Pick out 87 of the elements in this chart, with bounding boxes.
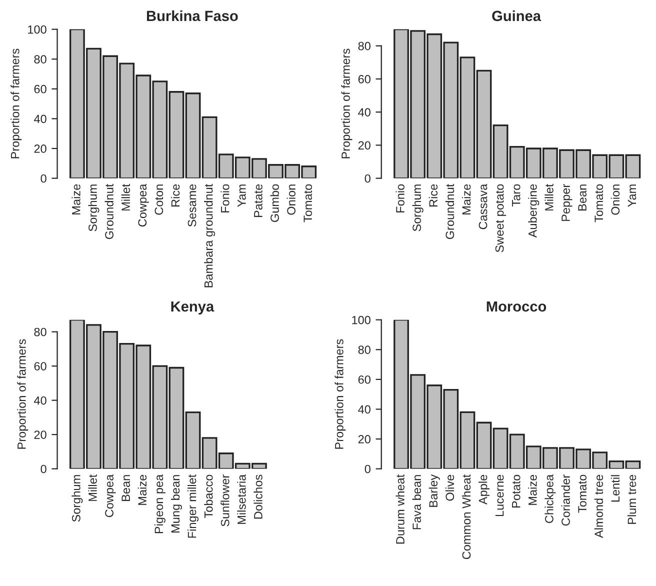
x-tick-label: Durum wheat [396, 474, 404, 544]
y-tick-label: 40 [358, 405, 370, 414]
y-tick-label: 100 [352, 316, 370, 324]
x-tick-label: Maize [72, 184, 80, 214]
y-axis-title: Proportion of farmers [341, 48, 352, 158]
x-tick-label: Bean [578, 184, 586, 210]
x-tick-label: Fonio [220, 184, 230, 212]
y-tick-label: 20 [358, 141, 370, 150]
x-tick-label: Sorghum [88, 184, 100, 232]
x-tick-label: Cowpea [138, 184, 149, 227]
x-tick-label: Millet [88, 474, 97, 501]
x-tick-label: Yam [238, 184, 246, 207]
x-tick-label: Barley [428, 474, 440, 507]
x-tick-label: Rice [170, 184, 180, 206]
chart-title: Kenya [171, 301, 214, 315]
y-tick-label: 80 [358, 346, 370, 354]
x-tick-label: Patate [254, 184, 262, 217]
x-tick-label: Sweet potato [495, 184, 506, 252]
x-tick-label: Plum tree [627, 474, 636, 524]
y-axis-title: Proportion of farmers [334, 339, 346, 449]
y-tick-label: 80 [358, 42, 370, 50]
chart-title: Guinea [492, 10, 542, 22]
y-tick-label: 0 [40, 174, 46, 183]
x-tick-label: Dolichos [254, 474, 262, 519]
x-tick-label: Lucerne [495, 474, 504, 516]
x-tick-label: Yam [628, 184, 636, 207]
x-tick-label: Bean [122, 475, 130, 501]
y-tick-label: 0 [364, 464, 370, 474]
x-tick-label: Sesame [188, 184, 196, 227]
x-tick-label: Tobacco [204, 474, 213, 518]
y-tick-label: 20 [34, 430, 46, 439]
x-tick-label: Mung bean [170, 475, 182, 532]
x-tick-label: Millet [544, 184, 554, 210]
x-tick-label: Coriander [561, 474, 570, 526]
x-tick-label: Sorghum [72, 475, 83, 522]
x-tick-label: Taro [512, 184, 520, 207]
x-tick-label: Cassava [478, 184, 488, 230]
x-tick-label: Potato [512, 474, 520, 508]
y-axis-title: Proportion of farmers [17, 339, 28, 449]
x-tick-label: Rice [428, 184, 438, 206]
y-tick-label: 100 [28, 25, 46, 34]
x-tick-label: Common Wheat [462, 474, 471, 560]
y-tick-label: 60 [358, 375, 370, 384]
x-tick-label: Olive [445, 474, 454, 501]
x-tick-label: Fonio [396, 184, 404, 212]
y-tick-label: 60 [34, 362, 46, 370]
x-tick-label: Finger millet [188, 474, 199, 538]
y-tick-label: 40 [34, 114, 46, 124]
chart-title: Burkina Faso [146, 10, 238, 22]
x-tick-label: Millet [121, 184, 130, 210]
x-tick-label: Pepper [562, 184, 572, 221]
x-tick-label: Sorghum [412, 184, 424, 232]
y-tick-label: 0 [364, 174, 370, 183]
x-tick-label: Onion [610, 184, 620, 215]
x-tick-label: Maize [462, 184, 471, 214]
y-axis-title: Proportion of farmers [10, 48, 22, 158]
x-tick-label: Cowpea [105, 474, 116, 518]
x-tick-label: Chickpea [544, 474, 556, 523]
x-tick-label: Groundnut [445, 184, 454, 240]
x-tick-label: Pigeon pea [154, 474, 166, 534]
x-tick-label: Tomato [578, 474, 586, 513]
x-tick-label: Coton [154, 184, 164, 215]
y-tick-label: 0 [40, 464, 46, 474]
x-tick-label: Aubergine [528, 184, 540, 238]
y-tick-label: 80 [34, 328, 46, 336]
y-tick-label: 60 [34, 84, 46, 94]
x-tick-label: Apple [478, 474, 490, 505]
x-tick-label: Bambara groundnut [204, 184, 216, 288]
x-tick-label: Gumbo [270, 184, 279, 222]
x-tick-label: Tomato [594, 184, 604, 222]
y-tick-label: 80 [34, 55, 46, 64]
y-tick-label: 40 [34, 396, 46, 405]
y-tick-label: 60 [358, 74, 370, 84]
x-tick-label: Maize [528, 474, 537, 505]
y-tick-label: 40 [358, 108, 370, 116]
y-tick-label: 20 [34, 144, 46, 153]
x-tick-label: Groundnut [104, 184, 114, 240]
x-tick-label: Milsetaria [237, 474, 246, 524]
x-tick-label: Tomato [304, 184, 312, 222]
x-tick-label: Almond tree [594, 474, 604, 538]
chart-title: Morocco [486, 301, 546, 312]
y-tick-label: 20 [358, 435, 370, 444]
x-tick-label: Maize [138, 474, 147, 505]
x-tick-label: Onion [286, 184, 296, 215]
x-tick-label: Sunflower [220, 474, 230, 526]
x-tick-label: Lentil [610, 475, 620, 502]
x-tick-label: Fava bean [412, 475, 421, 530]
